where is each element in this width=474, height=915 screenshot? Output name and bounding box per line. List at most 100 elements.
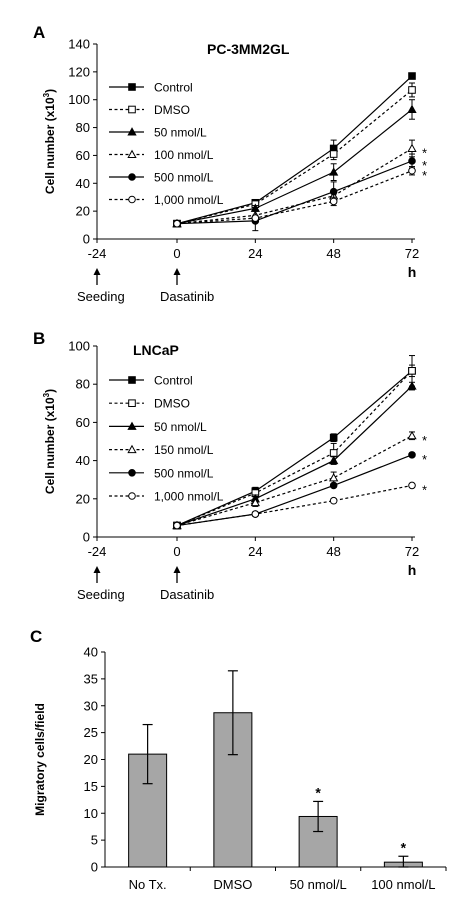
legend-marker (128, 492, 136, 500)
panel-letter: A (33, 23, 45, 42)
series-line (176, 435, 413, 527)
series-5 (173, 166, 416, 228)
x-tick-label: 72 (405, 544, 419, 559)
legend-marker (128, 469, 136, 477)
y-tick-label: 60 (76, 415, 90, 430)
legend-label: Control (154, 374, 193, 388)
y-tick-label: 15 (84, 779, 98, 794)
data-point (408, 166, 416, 175)
annotation-label: Seeding (77, 289, 125, 304)
data-point (329, 197, 338, 206)
y-tick-label: 40 (76, 453, 90, 468)
panel-c-bar-chart: C Migratory cells/field 0 5 10 15 20 25 30 35 40 No… (30, 627, 447, 892)
y-tick-label: 0 (83, 530, 90, 545)
series-line (176, 484, 413, 527)
y-axis-label: Migratory cells/field (33, 703, 47, 816)
legend-marker (127, 421, 137, 430)
panel-letter: C (30, 627, 42, 646)
data-point (408, 157, 416, 165)
y-axis-label: Cell number (x103) (42, 89, 57, 194)
bar (213, 712, 253, 868)
series-line (176, 385, 413, 527)
data-point (407, 104, 417, 114)
data-point (408, 481, 416, 490)
annotation-label: Seeding (77, 587, 125, 602)
y-tick-label: 35 (84, 671, 98, 686)
data-point (173, 219, 181, 228)
y-tick-label: 40 (84, 645, 98, 660)
y-tick-label: 100 (68, 92, 90, 107)
significance-star: * (422, 158, 427, 173)
annotation-arrow-head (173, 566, 181, 573)
legend-label: DMSO (154, 397, 190, 411)
legend-marker (127, 444, 137, 454)
x-tick-label: 0 (173, 544, 180, 559)
legend-label: 1,000 nmol/L (154, 490, 224, 504)
significance-star: * (422, 145, 427, 160)
legend-marker (127, 149, 137, 159)
y-tick-label: 100 (68, 339, 90, 354)
legend-marker (128, 376, 136, 384)
y-tick-label: 0 (83, 232, 90, 247)
data-point (407, 381, 417, 390)
data-point (329, 481, 338, 490)
legend-marker (128, 195, 136, 204)
chart-title: PC-3MM2GL (207, 41, 290, 57)
panel-letter: B (33, 329, 45, 348)
annotation-arrow-head (93, 566, 101, 573)
data-point (329, 433, 338, 442)
y-tick-label: 80 (76, 120, 90, 135)
data-point (329, 150, 338, 158)
y-tick-label: 40 (76, 176, 90, 191)
x-tick-label: 50 nmol/L (290, 877, 347, 892)
series-line (176, 160, 413, 225)
legend-marker (128, 83, 136, 91)
y-tick-label: 120 (68, 64, 90, 79)
x-tick-label: 100 nmol/L (371, 877, 435, 892)
panel-a-line-chart: A PC-3MM2GL Cell number (x103) 0 20 40 60 80 100… (33, 23, 427, 304)
annotation-label: Dasatinib (160, 587, 214, 602)
x-tick-label: 48 (326, 246, 340, 261)
y-tick-label: 20 (84, 752, 98, 767)
significance-star: * (422, 482, 427, 497)
x-tick-label: 0 (173, 246, 180, 261)
x-tick-label: No Tx. (129, 877, 167, 892)
series-line (176, 75, 413, 225)
data-point (329, 449, 338, 457)
legend: Control DMSO 50 nmol/L 150 nmol/L 500 nmol/L… (109, 374, 224, 504)
x-tick-label: DMSO (213, 877, 252, 892)
series-5 (173, 481, 416, 530)
data-point (329, 187, 338, 196)
x-tick-label: 72 (405, 246, 419, 261)
data-point (408, 72, 416, 80)
series-line (176, 89, 413, 225)
chart-title: LNCaP (133, 342, 179, 358)
significance-star: * (422, 433, 427, 448)
legend-label: DMSO (154, 103, 190, 117)
legend-label: 50 nmol/L (154, 126, 207, 140)
x-tick-label: -24 (88, 246, 107, 261)
y-tick-label: 25 (84, 725, 98, 740)
data-point (329, 455, 339, 465)
series-2 (172, 99, 417, 228)
significance-star: * (422, 168, 427, 183)
x-tick-label: 24 (248, 246, 262, 261)
legend-label: 50 nmol/L (154, 420, 207, 434)
significance-star: * (401, 839, 407, 855)
data-point (329, 496, 338, 505)
x-unit-label: h (408, 264, 417, 280)
data-point (408, 451, 416, 459)
legend-marker (128, 399, 136, 407)
data-point (251, 510, 260, 518)
x-tick-label: 24 (248, 544, 262, 559)
y-tick-label: 140 (68, 37, 90, 52)
y-tick-label: 0 (91, 860, 98, 875)
data-point (329, 167, 339, 176)
legend-label: 500 nmol/L (154, 171, 214, 185)
x-tick-label: 48 (326, 544, 340, 559)
significance-star: * (422, 452, 427, 467)
series-line (176, 370, 413, 527)
data-point (251, 214, 260, 222)
data-point (407, 430, 417, 440)
